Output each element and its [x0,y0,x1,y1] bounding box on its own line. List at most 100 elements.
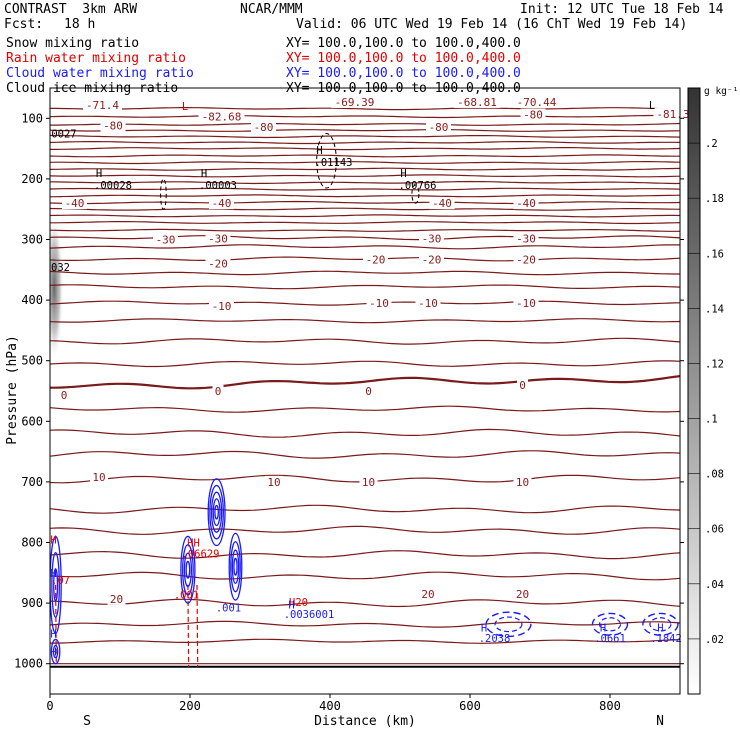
y-tick-label-2: 300 [21,233,43,247]
temperature-label-bg [62,197,87,210]
temperature-label-16: -30 [422,232,442,245]
colorbar-tick-label-7: .16 [705,248,724,260]
temperature-label-bg [513,232,539,245]
rain-contour-2 [55,584,57,664]
temperature-label-bg [513,297,539,310]
x-tick-label-1: 200 [179,699,201,713]
cloud-water-contour-2-0 [228,532,243,601]
cloud-water-contour-0-4 [214,504,219,520]
annotation-label-19: .001 [174,590,199,602]
temperature-contour-16 [50,300,680,306]
temperature-contour-38 [50,122,680,126]
fcst-value: 18 h [64,17,96,32]
colorbar-tick-label-5: .12 [705,358,724,370]
temperature-contour-3 [50,598,680,608]
temperature-contour-10 [50,428,680,438]
temperature-label-bg [359,475,378,488]
annotation-label-27: .0661 [594,633,626,645]
cloud-water-dashed-1 [591,612,629,636]
temperature-label-30: 10 [92,471,105,484]
annotation-label-26: H [600,622,606,634]
temperature-contour-25 [50,207,680,211]
field-snow-name: Snow mixing ratio [6,36,140,51]
cloud-water-contour-2-2 [231,549,240,585]
temperature-label-bg [205,232,231,245]
temperature-label-27: 0 [215,385,222,398]
temperature-label-bg [426,120,451,133]
temperature-label-bg [265,475,283,488]
temperature-contour-32 [50,161,680,165]
temperature-label-bg [363,253,388,266]
y-axis-label: Pressure (hPa) [5,335,20,445]
annotation-label-10: L [182,101,188,113]
annotation-label-1: 032 [51,262,70,274]
cloud-ice-contour-0 [316,132,337,189]
cloud-ice-contour-1 [160,178,167,210]
y-tick-label-7: 800 [21,536,43,550]
cloud-water-contour-1-2 [183,552,193,588]
y-tick-label-5: 600 [21,414,43,428]
temperature-label-12: -40 [432,197,452,210]
field-snow-xy: XY= 100.0,100.0 to 100.0,400.0 [286,36,521,51]
colorbar-tick-label-6: .14 [705,303,724,315]
temperature-label-1: -82.68 [202,110,242,123]
x-tick-label-3: 600 [459,699,481,713]
field-rain-xy: XY= 100.0,100.0 to 100.0,400.0 [286,51,521,66]
temperature-label-7: -80 [254,121,274,134]
center-label: NCAR/MMM [240,2,303,17]
annotation-label-5: .00003 [199,180,237,192]
temperature-contour-15 [50,318,680,324]
temperature-contour-7 [50,504,680,514]
temperature-label-20: -20 [422,253,442,266]
temperature-label-bg [366,297,392,310]
temperature-contour-17 [50,284,680,290]
temperature-label-21: -20 [516,253,536,266]
cloud-water-dashed-2 [642,612,679,636]
temperature-label-29: 0 [519,379,526,392]
cloud-water-contour-3-2 [53,568,59,602]
annotation-label-29: .1842 [650,633,682,645]
temperature-contour-2 [50,620,680,628]
cloud-water-contour-0-0 [207,478,226,547]
temperature-label-bg [454,95,500,108]
temperature-contour-4 [50,571,680,581]
temperature-label-bg [513,588,532,601]
temperature-label-bg [429,197,455,210]
x-axis-label: Distance (km) [314,714,416,729]
temperature-label-9: -80 [523,109,543,122]
temperature-label-bg [513,95,560,108]
colorbar-tick-label-9: .2 [705,138,718,150]
cloud-water-contour-0-3 [212,498,221,527]
temperature-label-18: -20 [208,258,228,271]
temperature-label-bg [513,475,532,488]
temperature-contour-5 [50,550,680,560]
annotation-label-12: H [50,534,56,546]
cloud-water-contour-1-3 [185,560,191,579]
temperature-label-26: 0 [61,389,68,402]
temperature-contour-12 [50,375,680,390]
temperature-label-bg [205,257,231,270]
y-tick-label-9: 1000 [14,657,43,671]
temperature-contour-23 [50,221,680,225]
temperature-contour-18 [50,270,680,276]
colorbar-tick-label-8: .18 [705,193,724,205]
y-tick-label-0: 100 [21,111,43,125]
field-cloudwater-name: Cloud water mixing ratio [6,66,194,81]
temperature-label-bg [419,253,444,266]
temperature-label-bg [419,232,444,245]
temperature-label-6: -80 [103,120,123,133]
temperature-contour-1 [50,638,680,644]
fcst-label: Fcst: [4,17,44,32]
temperature-label-3: -68.81 [457,96,497,109]
temperature-contour-39 [50,114,680,119]
temperature-label-0: -71.4 [86,99,119,112]
init-time: Init: 12 UTC Tue 18 Feb 14 [520,2,724,17]
temperature-label-bg [100,119,126,132]
cloud-ice-contour-2 [411,184,420,204]
rain-contour-0 [187,584,190,667]
y-tick-label-4: 500 [21,354,43,368]
temperature-label-bg [209,300,234,313]
annotation-label-14: .07 [51,575,70,587]
annotation-label-20: .001 [216,602,241,614]
